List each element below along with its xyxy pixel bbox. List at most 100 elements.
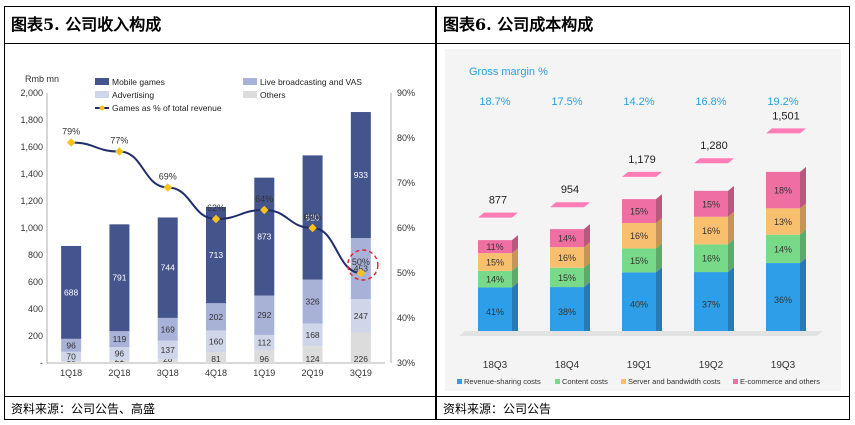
bar-segment — [206, 206, 226, 304]
cost-share-label: 41% — [486, 307, 504, 317]
x-tick-label: 2Q18 — [108, 368, 130, 378]
games-share-label: 77% — [110, 136, 128, 146]
games-share-marker — [115, 147, 124, 156]
cost-total-label: 1,501 — [772, 110, 800, 122]
bar-value-label: 791 — [112, 273, 126, 283]
left-title-divider — [5, 43, 435, 44]
cost-bar-top — [622, 171, 662, 177]
bar-segment — [206, 352, 226, 363]
highlight-circle — [347, 249, 379, 281]
legend-label: Revenue-sharing costs — [464, 377, 541, 386]
cost-bar-side — [512, 248, 518, 271]
bar-value-label: 688 — [64, 287, 78, 297]
cost-bar-segment — [694, 244, 728, 273]
y-tick-label: 1,200 — [20, 196, 43, 206]
cost-bar-side — [728, 211, 734, 245]
bar-segment — [206, 330, 226, 353]
bar-segment — [350, 237, 371, 300]
gross-margin-value: 16.8% — [695, 96, 726, 108]
bar-value-label: 81 — [211, 354, 221, 364]
cost-bar-side — [584, 242, 590, 268]
y-tick-label: 800 — [28, 250, 43, 260]
bar-segment — [109, 347, 130, 361]
cost-share-label: 18% — [774, 186, 792, 196]
cost-share-label: 15% — [558, 273, 576, 283]
cost-bar-side — [512, 235, 518, 254]
cost-bar-segment — [550, 267, 584, 288]
bar-segment — [302, 346, 323, 363]
y2-tick-label: 30% — [397, 358, 415, 368]
cost-bar-segment — [550, 287, 584, 336]
bar-segment — [350, 332, 371, 363]
cost-chart: Gross margin % 18.7% 41% 14% 15% 11% 877 18Q3 17… — [445, 49, 841, 391]
bar-value-label: 933 — [354, 170, 368, 180]
cost-bar-top — [766, 128, 806, 134]
bar-value-label: 124 — [305, 354, 319, 364]
y-tick-label: 400 — [28, 304, 43, 314]
gross-margin-value: 19.2% — [767, 96, 798, 108]
cost-bar-side — [656, 217, 662, 249]
x-tick-label: 19Q2 — [699, 360, 724, 371]
bar-value-label: 453 — [354, 264, 368, 274]
legend-swatch — [621, 379, 626, 384]
y2-tick-label: 50% — [397, 268, 415, 278]
cost-bar-segment — [766, 263, 800, 336]
cost-total-label: 1,179 — [628, 154, 656, 166]
y-tick-label: 1,800 — [20, 115, 43, 125]
cost-bar-side — [656, 243, 662, 273]
bar-value-label: 96 — [66, 340, 76, 350]
bar-segment — [61, 361, 82, 363]
games-share-marker — [163, 183, 172, 192]
legend-label: Content costs — [562, 377, 608, 386]
cost-bar-segment — [550, 229, 584, 248]
gross-margin-value: 14.2% — [623, 96, 654, 108]
bar-value-label: 873 — [257, 232, 271, 242]
bar-segment — [302, 155, 323, 280]
legend-label: E-commerce and others — [740, 377, 820, 386]
bar-value-label: 119 — [113, 334, 127, 344]
right-panel-title: 图表6. 公司成本构成 — [443, 15, 594, 34]
legend-swatch — [243, 78, 257, 85]
cost-bar-side — [728, 267, 734, 336]
y-axis-label: Rmb mn — [25, 74, 59, 84]
games-share-label: 62% — [207, 203, 225, 213]
bar-value-label: 96 — [260, 354, 270, 364]
bar-value-label: 70 — [66, 352, 76, 362]
bar-value-label: 920 — [305, 212, 319, 222]
bar-segment — [302, 323, 323, 347]
bar-segment — [350, 112, 371, 238]
cost-bar-side — [800, 229, 806, 264]
cost-bar-side — [584, 224, 590, 248]
y-tick-label: 1,400 — [20, 169, 43, 179]
cost-bar-side — [584, 282, 590, 336]
cost-bar-side — [728, 239, 734, 273]
x-tick-label: 18Q3 — [483, 360, 508, 371]
games-share-marker — [260, 205, 269, 215]
cost-bar-side — [512, 282, 518, 336]
cost-share-label: 37% — [702, 300, 720, 310]
bar-segment — [61, 338, 82, 352]
y-tick-label: 600 — [28, 277, 43, 287]
y2-tick-label: 90% — [397, 88, 415, 98]
x-tick-label: 1Q18 — [60, 368, 82, 378]
bar-segment — [157, 359, 178, 363]
bar-segment — [109, 360, 130, 363]
legend-swatch — [457, 379, 462, 384]
cost-bar-side — [656, 194, 662, 223]
cost-share-label: 14% — [486, 275, 504, 285]
left-footer-divider — [5, 396, 435, 397]
bar-segment — [109, 331, 130, 348]
bar-segment — [157, 217, 178, 318]
cost-share-label: 15% — [630, 256, 648, 266]
games-share-label: 69% — [159, 172, 177, 182]
cost-share-label: 36% — [774, 295, 792, 305]
x-tick-label: 2Q19 — [302, 368, 324, 378]
y2-tick-label: 70% — [397, 178, 415, 188]
gross-margin-title: Gross margin % — [469, 66, 548, 78]
cost-bar-side — [800, 203, 806, 235]
left-panel-title: 图表5. 公司收入构成 — [11, 15, 162, 34]
revenue-chart: Rmb mn - 200 400 600 800 1,000 1,200 1,400 1,600 1… — [20, 74, 415, 378]
games-share-label: 79% — [62, 127, 80, 137]
cost-share-label: 15% — [486, 258, 504, 268]
cost-bar-segment — [622, 248, 656, 273]
